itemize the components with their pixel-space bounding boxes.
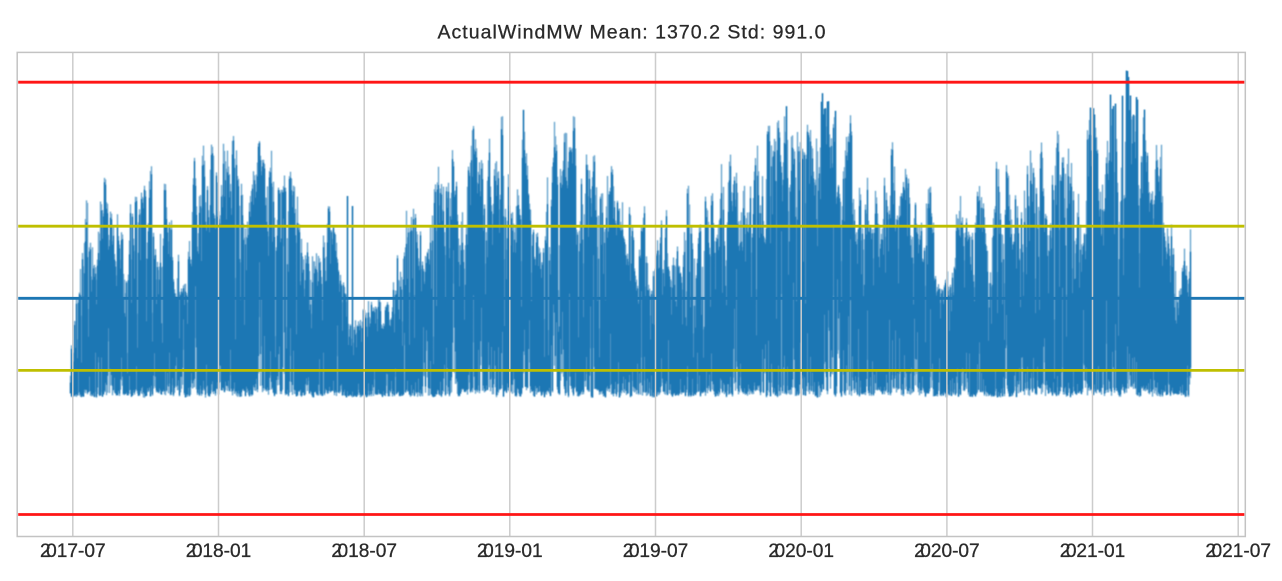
svg-text:2018-07: 2018-07 — [331, 541, 397, 562]
svg-text:2018-01: 2018-01 — [186, 541, 252, 562]
svg-text:ActualWindMW Mean: 1370.2 Std:: ActualWindMW Mean: 1370.2 Std: 991.0 — [438, 22, 827, 44]
svg-text:2017-07: 2017-07 — [40, 541, 106, 562]
svg-text:2021-01: 2021-01 — [1060, 541, 1126, 562]
svg-text:2020-01: 2020-01 — [768, 541, 834, 562]
svg-text:2021-07: 2021-07 — [1205, 541, 1271, 562]
svg-text:2019-01: 2019-01 — [477, 541, 543, 562]
svg-text:2020-07: 2020-07 — [914, 541, 980, 562]
svg-text:2019-07: 2019-07 — [623, 541, 689, 562]
